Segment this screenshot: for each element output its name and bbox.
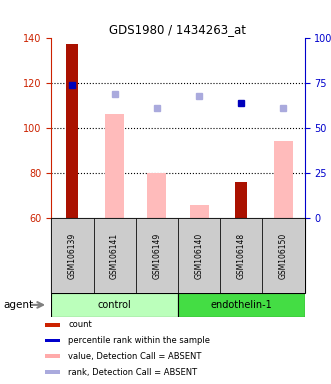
Text: agent: agent (3, 300, 33, 310)
Text: GSM106149: GSM106149 (152, 232, 161, 279)
Bar (235, 182, 247, 218)
Bar (147, 173, 166, 218)
Bar (45, 370, 60, 374)
Bar (51, 218, 93, 293)
Text: GSM106140: GSM106140 (195, 232, 204, 279)
Bar (190, 205, 209, 218)
Title: GDS1980 / 1434263_at: GDS1980 / 1434263_at (110, 23, 246, 36)
Text: GSM106150: GSM106150 (279, 232, 288, 279)
Bar (136, 218, 178, 293)
Bar (262, 218, 305, 293)
Bar (93, 218, 136, 293)
Bar (67, 45, 78, 218)
Text: GSM106148: GSM106148 (237, 232, 246, 279)
Text: endothelin-1: endothelin-1 (210, 300, 272, 310)
Text: percentile rank within the sample: percentile rank within the sample (68, 336, 210, 345)
Text: GSM106141: GSM106141 (110, 232, 119, 279)
Text: rank, Detection Call = ABSENT: rank, Detection Call = ABSENT (68, 368, 197, 377)
Bar (274, 141, 293, 218)
Bar (105, 114, 124, 218)
Bar (178, 218, 220, 293)
Bar (178, 293, 305, 317)
Bar (45, 354, 60, 358)
Text: control: control (98, 300, 131, 310)
Text: count: count (68, 320, 92, 329)
Text: GSM106139: GSM106139 (68, 232, 77, 279)
Bar (45, 339, 60, 343)
Bar (220, 218, 262, 293)
Text: value, Detection Call = ABSENT: value, Detection Call = ABSENT (68, 352, 202, 361)
Bar (51, 293, 178, 317)
Bar (45, 323, 60, 327)
